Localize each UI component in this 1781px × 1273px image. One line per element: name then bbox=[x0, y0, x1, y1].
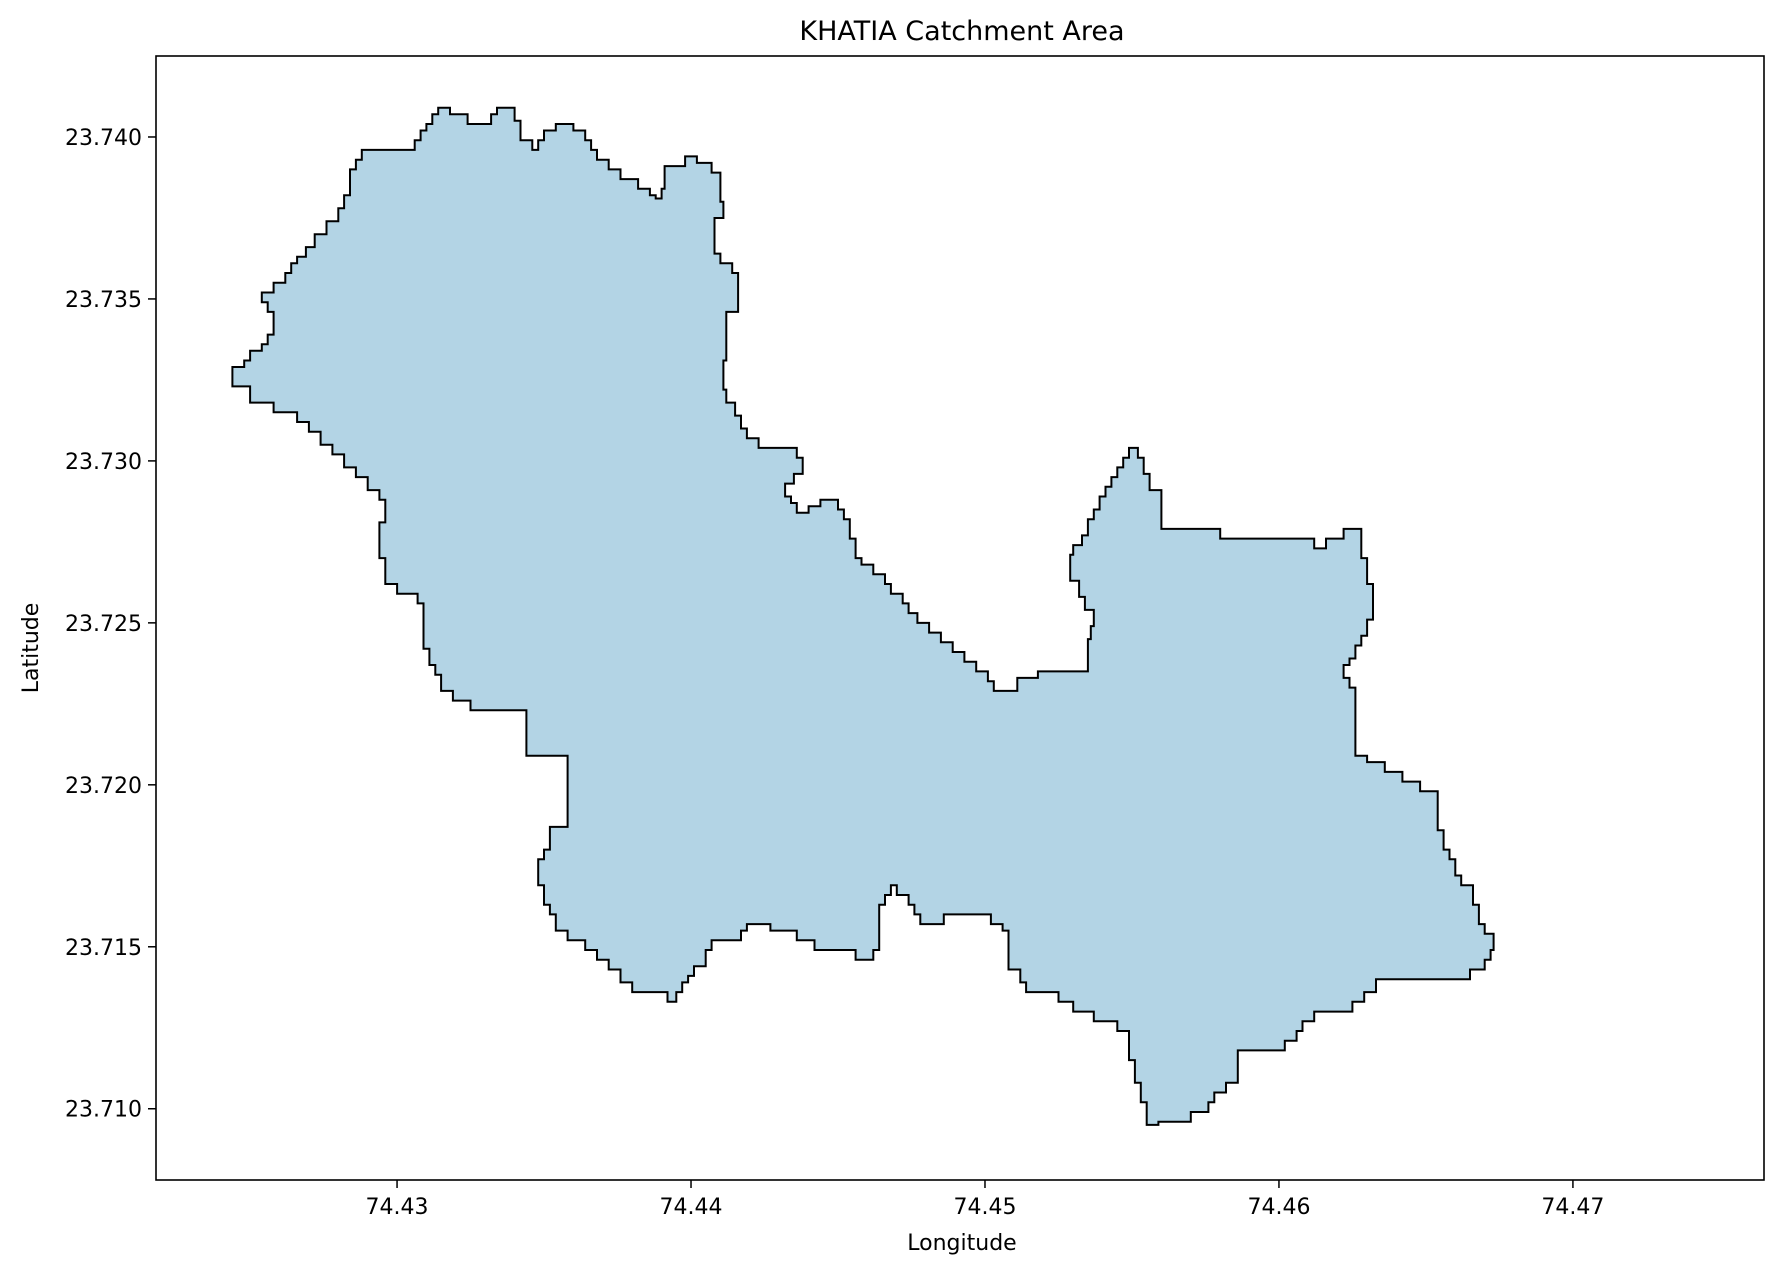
plot-area bbox=[155, 55, 1765, 1181]
y-tick-label: 23.740 bbox=[65, 126, 142, 151]
y-tick-label: 23.725 bbox=[65, 612, 142, 637]
x-tick-label: 74.46 bbox=[1247, 1195, 1310, 1220]
x-axis-label: Longitude bbox=[907, 1231, 1016, 1256]
x-tick-label: 74.44 bbox=[660, 1195, 723, 1220]
x-tick-label: 74.43 bbox=[366, 1195, 429, 1220]
axes-frame bbox=[155, 55, 1765, 1181]
y-axis-ticks: 23.710 23.715 23.720 23.725 23.730 23.735 23.7… bbox=[65, 126, 156, 1123]
y-tick-label: 23.735 bbox=[65, 288, 142, 313]
x-tick-label: 74.47 bbox=[1541, 1195, 1604, 1220]
y-tick-label: 23.730 bbox=[65, 450, 142, 475]
x-axis-ticks: 74.43 74.44 74.45 74.46 74.47 bbox=[366, 1180, 1604, 1220]
y-axis-label: Latitude bbox=[19, 603, 44, 694]
y-tick-label: 23.720 bbox=[65, 774, 142, 799]
y-tick-label: 23.710 bbox=[65, 1098, 142, 1123]
chart-title: KHATIA Catchment Area bbox=[799, 16, 1124, 47]
y-tick-label: 23.715 bbox=[65, 936, 142, 961]
x-tick-label: 74.45 bbox=[953, 1195, 1016, 1220]
catchment-polygon bbox=[231, 106, 1495, 1126]
